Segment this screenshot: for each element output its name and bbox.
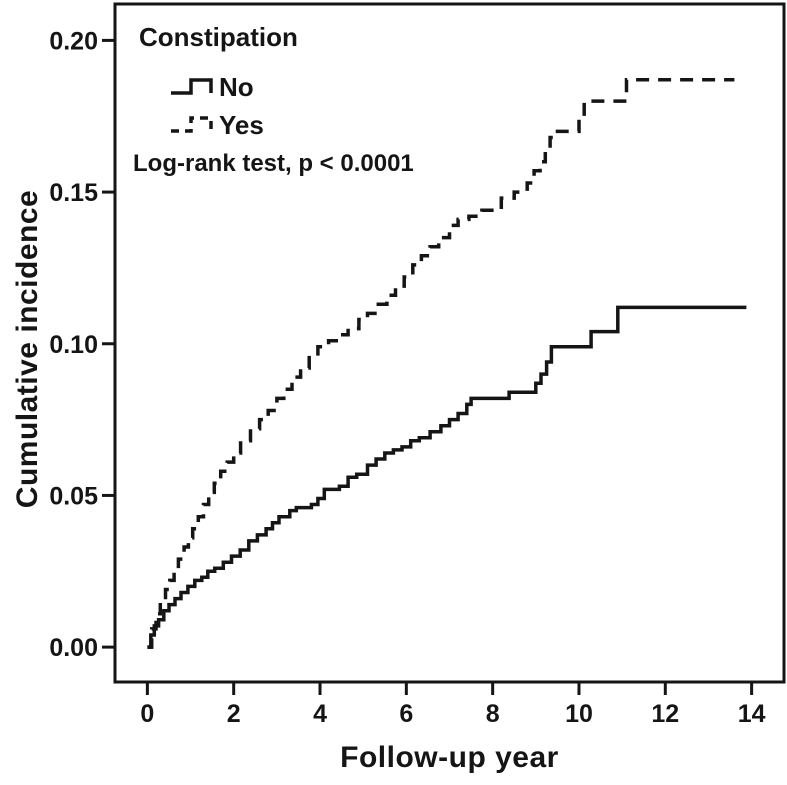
x-tick-label: 10 [565, 700, 593, 728]
x-axis-title: Follow-up year [340, 741, 559, 774]
series-curve-no [147, 305, 747, 649]
y-axis-title: Cumulative incidence [11, 189, 44, 509]
y-tick-label: 0.10 [49, 331, 98, 359]
no-series-line-icon [171, 77, 213, 95]
plot-frame [113, 2, 786, 684]
x-tick-label: 0 [140, 700, 154, 728]
x-tick-label: 4 [313, 700, 327, 728]
x-tick-label: 6 [399, 700, 413, 728]
log-rank-annotation: Log-rank test, p < 0.0001 [133, 150, 414, 177]
legend-item-yes: Yes [170, 110, 264, 141]
y-tick-label: 0.20 [49, 27, 98, 55]
x-tick-label: 12 [651, 700, 679, 728]
x-tick-label: 14 [738, 700, 766, 728]
legend-label-yes: Yes [219, 110, 264, 140]
legend-title: Constipation [139, 22, 298, 52]
yes-series-line-icon [171, 115, 213, 133]
legend-label-no: No [219, 72, 254, 102]
series-curve-yes [147, 78, 735, 649]
x-tick-label: 8 [486, 700, 500, 728]
y-tick-label: 0.05 [49, 482, 98, 510]
legend: Constipation No Yes [139, 22, 298, 140]
legend-item-no: No [170, 72, 254, 103]
y-tick-label: 0.15 [49, 179, 98, 207]
y-tick-label: 0.00 [49, 634, 98, 662]
x-tick-label: 2 [227, 700, 241, 728]
